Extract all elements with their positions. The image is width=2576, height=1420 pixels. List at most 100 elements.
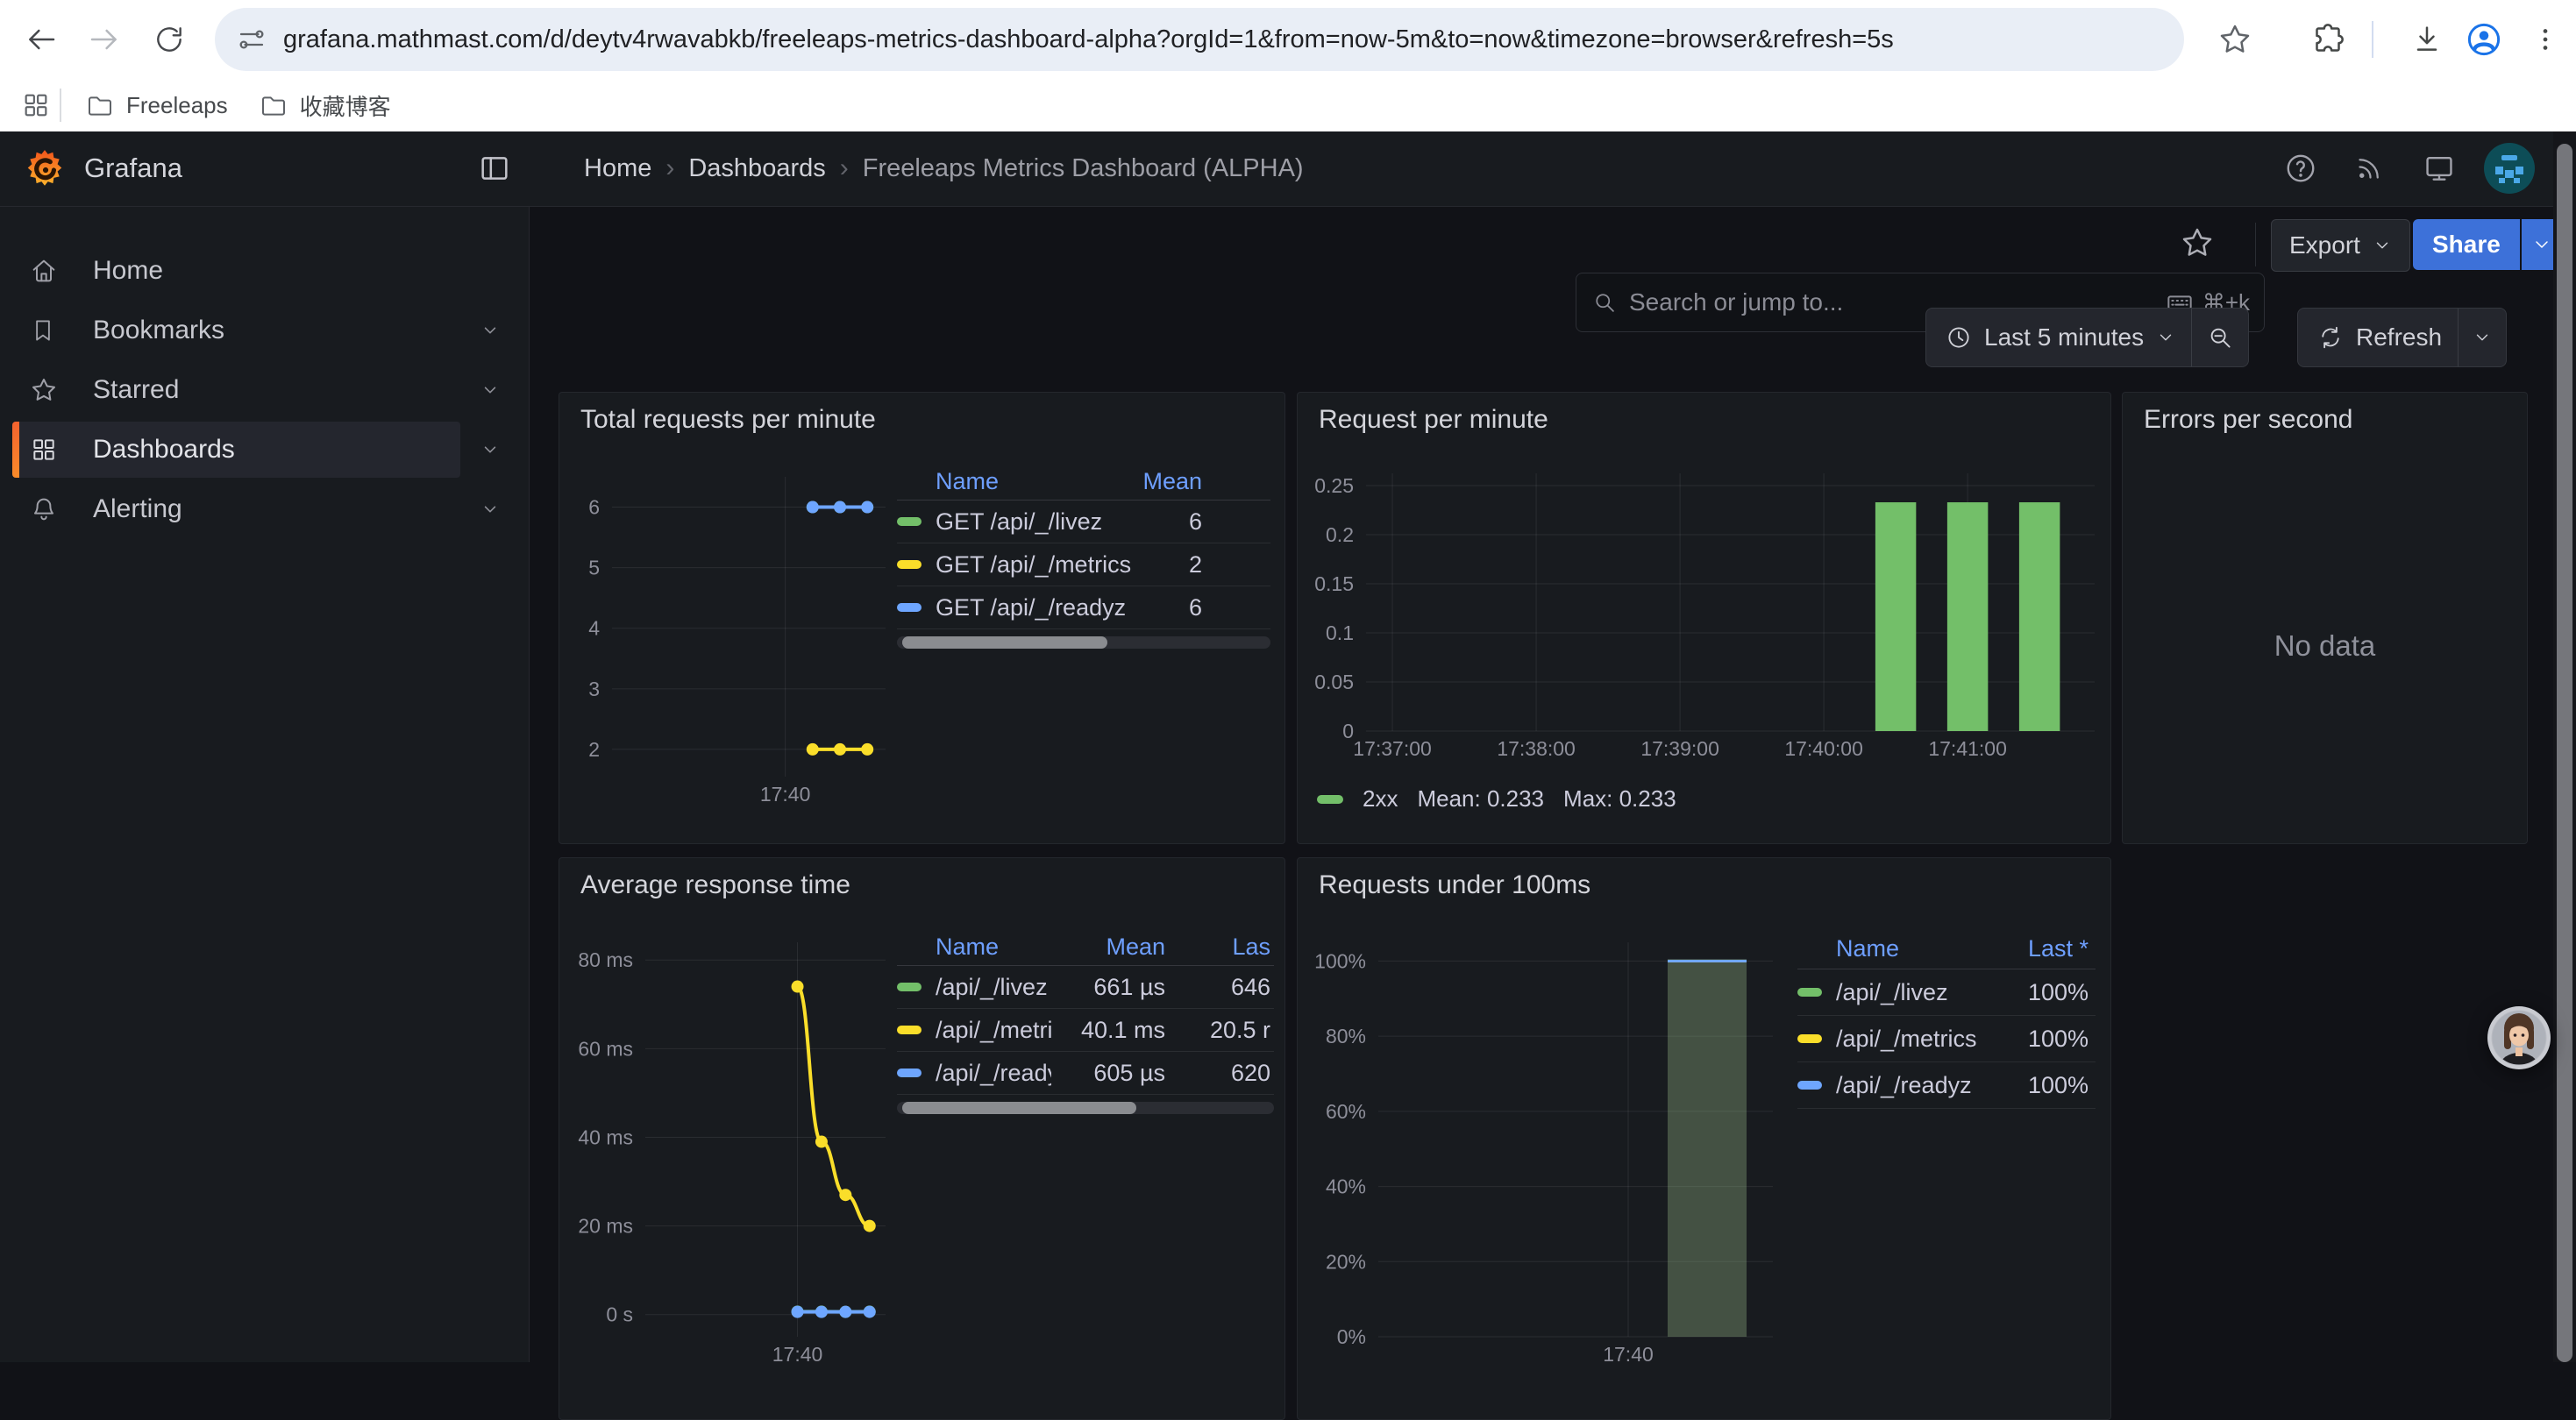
zoom-out-button[interactable] — [2192, 309, 2248, 366]
share-button[interactable]: Share — [2413, 219, 2520, 270]
browser-menu-button[interactable] — [2523, 17, 2568, 62]
series-max: Max: 0.233 — [1563, 785, 1676, 813]
svg-text:0 s: 0 s — [606, 1303, 633, 1326]
sidebar-toggle-button[interactable] — [477, 151, 512, 186]
legend-row[interactable]: GET /api/_/readyz 6 — [897, 586, 1270, 629]
svg-text:0%: 0% — [1337, 1325, 1366, 1348]
legend-col-name[interactable]: Name — [897, 934, 1051, 961]
brand-title: Grafana — [84, 153, 182, 184]
apps-shortcut[interactable] — [21, 90, 51, 120]
panel-title[interactable]: Request per minute — [1319, 405, 1548, 435]
breadcrumb-home[interactable]: Home — [584, 154, 651, 183]
time-range-picker[interactable]: Last 5 minutes — [1926, 309, 2191, 366]
legend-scrollbar[interactable] — [897, 636, 1270, 649]
legend-row[interactable]: GET /api/_/livez 6 — [897, 501, 1270, 543]
panel-title[interactable]: Requests under 100ms — [1319, 870, 1590, 900]
series-name[interactable]: 2xx — [1363, 785, 1398, 813]
legend-col-name[interactable]: Name — [1797, 935, 2028, 962]
grafana-logo[interactable] — [23, 147, 67, 191]
assistant-avatar-icon — [2487, 1005, 2551, 1070]
bookmark-page-button[interactable] — [2212, 17, 2258, 62]
refresh-interval-button[interactable] — [2459, 309, 2506, 366]
sidebar-item-label: Dashboards — [93, 435, 235, 465]
svg-text:17:39:00: 17:39:00 — [1640, 737, 1719, 760]
news-icon — [2353, 153, 2385, 184]
reload-button[interactable] — [146, 17, 192, 62]
bookmark-folder-label: 收藏博客 — [300, 89, 391, 122]
legend-col-last[interactable]: Las — [1165, 934, 1274, 961]
legend-row[interactable]: /api/_/metrics 40.1 ms 20.5 r — [897, 1009, 1274, 1052]
sidebar-item-alerting[interactable]: Alerting — [0, 479, 529, 539]
address-bar[interactable]: grafana.mathmast.com/d/deytv4rwavabkb/fr… — [215, 8, 2184, 71]
svg-text:0.15: 0.15 — [1314, 572, 1354, 595]
series-mean: 2 — [1189, 551, 1270, 579]
series-mean: 40.1 ms — [1051, 1017, 1165, 1044]
legend-col-mean[interactable]: Mean — [1051, 934, 1165, 961]
sidebar-item-dashboards[interactable]: Dashboards — [0, 420, 529, 479]
legend-col-last[interactable]: Last * — [2028, 935, 2096, 962]
chevron-down-icon[interactable] — [479, 319, 502, 342]
page-scrollbar[interactable] — [2553, 131, 2576, 1362]
series-name: /api/_/livez — [936, 974, 1051, 1001]
chevron-down-icon[interactable] — [479, 379, 502, 401]
legend-row[interactable]: /api/_/livez 661 µs 646 — [897, 966, 1274, 1009]
svg-text:40%: 40% — [1326, 1175, 1366, 1198]
panel-title[interactable]: Average response time — [580, 870, 850, 900]
legend-row[interactable]: /api/_/readyz 100% — [1797, 1062, 2096, 1109]
bookmark-folder-blogs[interactable]: 收藏博客 — [244, 84, 407, 126]
legend-row[interactable]: /api/_/metrics 100% — [1797, 1016, 2096, 1062]
tv-mode-button[interactable] — [2415, 144, 2464, 193]
series-name: GET /api/_/livez — [936, 508, 1189, 536]
sidebar-item-home[interactable]: Home — [0, 241, 529, 301]
page-scrollbar-thumb[interactable] — [2557, 144, 2572, 1362]
back-icon — [23, 22, 58, 57]
bookmark-folder-freeleaps[interactable]: Freeleaps — [70, 84, 244, 126]
legend-row[interactable]: /api/_/livez 100% — [1797, 969, 2096, 1016]
series-last: 100% — [2028, 1072, 2096, 1099]
chevron-down-icon[interactable] — [479, 498, 502, 521]
panel-avg-response-time: Average response time 0 s20 ms40 ms60 ms… — [559, 857, 1285, 1420]
folder-icon — [260, 91, 288, 119]
series-last: 646 — [1165, 974, 1274, 1001]
downloads-button[interactable] — [2404, 17, 2450, 62]
export-button[interactable]: Export — [2271, 219, 2410, 272]
assistant-avatar-overlay[interactable] — [2487, 1005, 2551, 1075]
news-button[interactable] — [2345, 144, 2394, 193]
series-pill — [1317, 795, 1343, 804]
series-mean: 6 — [1189, 594, 1270, 621]
refresh-button[interactable]: Refresh — [2298, 309, 2458, 366]
breadcrumb-separator: › — [651, 153, 688, 183]
profile-button[interactable] — [2461, 17, 2507, 62]
back-button[interactable] — [18, 17, 63, 62]
forward-button[interactable] — [82, 17, 128, 62]
legend-row[interactable]: /api/_/readyz 605 µs 620 — [897, 1052, 1274, 1095]
legend-row[interactable]: GET /api/_/metrics 2 — [897, 543, 1270, 586]
legend-scrollbar[interactable] — [897, 1102, 1274, 1114]
help-button[interactable] — [2276, 144, 2325, 193]
svg-text:17:37:00: 17:37:00 — [1353, 737, 1432, 760]
series-pill — [897, 603, 922, 612]
time-range-label: Last 5 minutes — [1984, 323, 2144, 351]
legend-col-name[interactable]: Name — [897, 468, 1142, 495]
favorite-dashboard-button[interactable] — [2180, 225, 2215, 260]
url-text[interactable]: grafana.mathmast.com/d/deytv4rwavabkb/fr… — [283, 25, 2089, 54]
svg-text:17:38:00: 17:38:00 — [1497, 737, 1576, 760]
chevron-down-icon[interactable] — [479, 438, 502, 461]
breadcrumb-dashboards[interactable]: Dashboards — [688, 154, 825, 183]
sidebar-item-bookmarks[interactable]: Bookmarks — [0, 301, 529, 360]
panel-title[interactable]: Total requests per minute — [580, 405, 876, 435]
series-mean: 6 — [1189, 508, 1270, 536]
legend-col-mean[interactable]: Mean — [1142, 468, 1270, 495]
panel-total-requests: Total requests per minute 2345617:40 Nam… — [559, 392, 1285, 844]
search-icon — [1592, 290, 1617, 315]
panel-title[interactable]: Errors per second — [2144, 405, 2352, 435]
sidebar-item-starred[interactable]: Starred — [0, 360, 529, 420]
svg-text:6: 6 — [588, 496, 600, 519]
export-label: Export — [2289, 231, 2360, 259]
time-range-group: Last 5 minutes — [1925, 308, 2249, 367]
extensions-button[interactable] — [2305, 17, 2351, 62]
user-avatar[interactable] — [2483, 142, 2536, 199]
site-info-icon[interactable] — [236, 24, 267, 55]
legend-scrollbar-thumb[interactable] — [902, 1102, 1136, 1114]
legend-scrollbar-thumb[interactable] — [902, 636, 1107, 649]
